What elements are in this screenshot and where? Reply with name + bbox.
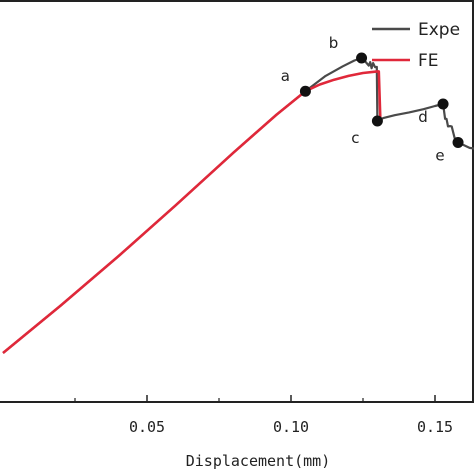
marker-label-d: d [418, 108, 428, 126]
x-tick-label-2: 0.15 [417, 418, 453, 436]
marker-label-a: a [281, 67, 290, 85]
marker-label-c: c [351, 129, 359, 147]
x-axis-title: Displacement(mm) [186, 452, 331, 470]
legend-label-fe: FE [418, 51, 439, 71]
x-tick-label-0: 0.05 [129, 418, 165, 436]
marker-label-b: b [329, 34, 339, 52]
marker-e [452, 136, 464, 148]
marker-c [371, 115, 383, 127]
plot-area: 0.05 0.10 0.15 a b c d e [0, 0, 474, 436]
marker-label-e: e [435, 146, 444, 164]
series-line-expe [2, 56, 474, 354]
marker-a [299, 85, 311, 97]
marker-d [437, 98, 449, 110]
marker-b [356, 52, 368, 64]
series-line-fe [2, 70, 382, 355]
legend-label-expe: Expe [418, 20, 460, 40]
legend: Expe FE [372, 20, 460, 71]
x-tick-label-1: 0.10 [273, 418, 309, 436]
